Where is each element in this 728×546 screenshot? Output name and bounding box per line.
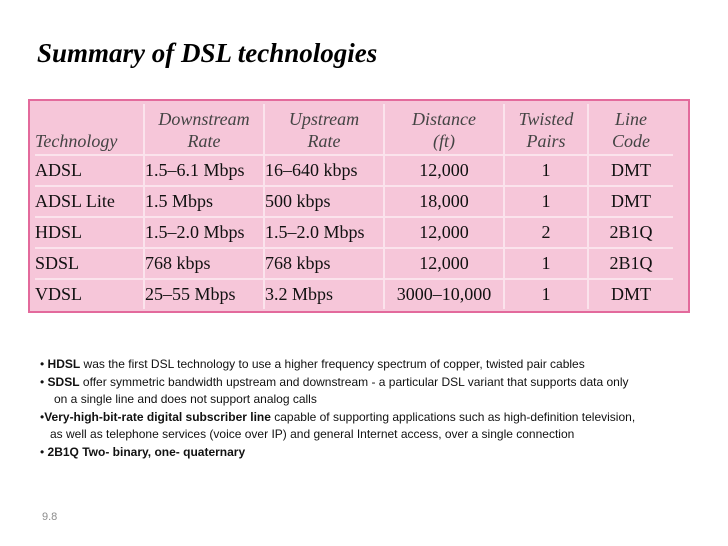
cell-technology: ADSL Lite <box>35 187 145 218</box>
note-2b1q: • 2B1Q Two- binary, one- quaternary <box>40 444 246 459</box>
cell-technology: VDSL <box>35 280 145 309</box>
cell-downstream: 25–55 Mbps <box>145 280 265 309</box>
header-distance: Distance (ft) <box>385 104 505 156</box>
note-sdsl: • SDSL offer symmetric bandwidth upstrea… <box>40 374 629 389</box>
dsl-table: Technology Downstream Rate Upstream Rate D… <box>35 104 673 309</box>
note-term: 2B1Q Two- binary, one- quaternary <box>47 444 246 459</box>
table-row: VDSL 25–55 Mbps 3.2 Mbps 3000–10,000 1 D… <box>35 280 673 309</box>
note-vdsl: •Very-high-bit-rate digital subscriber l… <box>40 409 636 424</box>
cell-upstream: 768 kbps <box>265 249 385 280</box>
note-vdsl-continued: as well as telephone services (voice ove… <box>50 427 575 441</box>
cell-downstream: 1.5–6.1 Mbps <box>145 156 265 187</box>
header-line-code: Line Code <box>589 104 673 156</box>
header-upstream-rate: Upstream Rate <box>265 104 385 156</box>
cell-downstream: 1.5 Mbps <box>145 187 265 218</box>
cell-twisted-pairs: 1 <box>505 156 589 187</box>
note-term: Very-high-bit-rate digital subscriber li… <box>44 409 271 424</box>
page-number: 9.8 <box>42 511 58 523</box>
notes-list: • HDSL was the first DSL technology to u… <box>40 356 710 461</box>
header-row: Technology Downstream Rate Upstream Rate D… <box>35 104 673 156</box>
cell-downstream: 1.5–2.0 Mbps <box>145 218 265 249</box>
header-downstream-rate: Downstream Rate <box>145 104 265 156</box>
cell-line-code: DMT <box>611 284 651 304</box>
cell-downstream: 768 kbps <box>145 249 265 280</box>
header-twisted-pairs: Twisted Pairs <box>505 104 589 156</box>
table-row: ADSL 1.5–6.1 Mbps 16–640 kbps 12,000 1 D… <box>35 156 673 187</box>
cell-technology: SDSL <box>35 249 145 280</box>
cell-twisted-pairs: 1 <box>505 187 589 218</box>
note-hdsl: • HDSL was the first DSL technology to u… <box>40 357 585 371</box>
note-term: SDSL <box>47 374 80 389</box>
table-row: SDSL 768 kbps 768 kbps 12,000 1 2B1Q <box>35 249 673 280</box>
cell-distance: 12,000 <box>385 156 505 187</box>
note-term: HDSL <box>47 357 81 371</box>
slide-title: Summary of DSL technologies <box>37 38 378 68</box>
cell-line-code: 2B1Q <box>589 218 673 249</box>
cell-twisted-pairs: 1 <box>505 280 589 309</box>
cell-line-code: DMT <box>589 187 673 218</box>
dsl-summary-table: Technology Downstream Rate Upstream Rate D… <box>28 99 690 313</box>
cell-line-code: 2B1Q <box>589 249 673 280</box>
cell-line-code: DMT <box>589 156 673 187</box>
cell-distance: 3000–10,000 <box>385 280 505 309</box>
table-header: Technology Downstream Rate Upstream Rate D… <box>35 104 673 156</box>
table-row: HDSL 1.5–2.0 Mbps 1.5–2.0 Mbps 12,000 2 … <box>35 218 673 249</box>
cell-upstream: 3.2 Mbps <box>265 280 385 309</box>
cell-distance: 12,000 <box>385 218 505 249</box>
cell-distance: 12,000 <box>385 249 505 280</box>
cell-technology: ADSL <box>35 156 145 187</box>
header-technology: Technology <box>35 104 145 156</box>
cell-distance: 18,000 <box>385 187 505 218</box>
note-sdsl-continued: on a single line and does not support an… <box>54 392 317 406</box>
cell-upstream: 1.5–2.0 Mbps <box>265 218 385 249</box>
cell-technology: HDSL <box>35 218 145 249</box>
table-row: ADSL Lite 1.5 Mbps 500 kbps 18,000 1 DMT <box>35 187 673 218</box>
cell-upstream: 500 kbps <box>265 187 385 218</box>
cell-twisted-pairs: 2 <box>505 218 589 249</box>
table-body: ADSL 1.5–6.1 Mbps 16–640 kbps 12,000 1 D… <box>35 156 673 309</box>
cell-upstream: 16–640 kbps <box>265 156 385 187</box>
cell-twisted-pairs: 1 <box>505 249 589 280</box>
